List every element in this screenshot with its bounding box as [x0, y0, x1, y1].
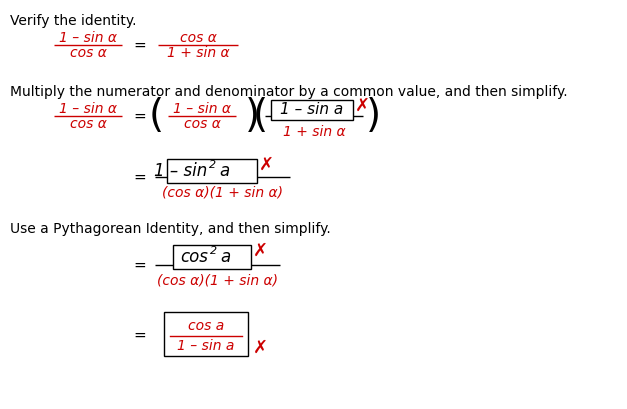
Text: 1 – sin: 1 – sin	[154, 162, 207, 180]
Text: 1 + sin α: 1 + sin α	[283, 125, 345, 139]
Text: ✗: ✗	[354, 97, 369, 115]
Text: cos α: cos α	[70, 117, 107, 131]
Text: ✗: ✗	[258, 156, 273, 174]
FancyBboxPatch shape	[167, 159, 257, 183]
Text: cos α: cos α	[179, 31, 216, 45]
Text: =: =	[134, 258, 146, 272]
Text: (: (	[253, 97, 268, 135]
Text: ✗: ✗	[253, 242, 268, 260]
Text: 1 – sin a: 1 – sin a	[177, 339, 234, 353]
Text: cos α: cos α	[70, 46, 107, 60]
Text: 1 – sin α: 1 – sin α	[59, 102, 117, 116]
Text: (: (	[149, 97, 164, 135]
Text: ): )	[366, 97, 381, 135]
Text: =: =	[134, 108, 146, 124]
Text: 2: 2	[209, 160, 216, 170]
Text: a: a	[219, 162, 229, 180]
Text: Verify the identity.: Verify the identity.	[10, 14, 137, 28]
Text: Multiply the numerator and denominator by a common value, and then simplify.: Multiply the numerator and denominator b…	[10, 85, 567, 99]
Text: =: =	[134, 38, 146, 52]
FancyBboxPatch shape	[164, 312, 248, 356]
Text: 1 + sin α: 1 + sin α	[167, 46, 229, 60]
Text: cos α: cos α	[184, 117, 221, 131]
Text: 1 – sin a: 1 – sin a	[280, 103, 344, 117]
FancyBboxPatch shape	[271, 100, 353, 120]
Text: (cos α)(1 + sin α): (cos α)(1 + sin α)	[162, 185, 283, 199]
Text: 1 – sin α: 1 – sin α	[173, 102, 231, 116]
Text: ): )	[245, 97, 260, 135]
Text: ✗: ✗	[253, 339, 268, 357]
Text: =: =	[134, 328, 146, 342]
Text: 1 – sin α: 1 – sin α	[59, 31, 117, 45]
Text: Use a Pythagorean Identity, and then simplify.: Use a Pythagorean Identity, and then sim…	[10, 222, 331, 236]
Text: cos a: cos a	[188, 319, 224, 333]
Text: a: a	[220, 248, 230, 266]
Text: (cos α)(1 + sin α): (cos α)(1 + sin α)	[157, 273, 278, 287]
Text: =: =	[134, 169, 146, 184]
Text: 2: 2	[210, 246, 217, 256]
FancyBboxPatch shape	[173, 245, 251, 269]
Text: cos: cos	[180, 248, 208, 266]
